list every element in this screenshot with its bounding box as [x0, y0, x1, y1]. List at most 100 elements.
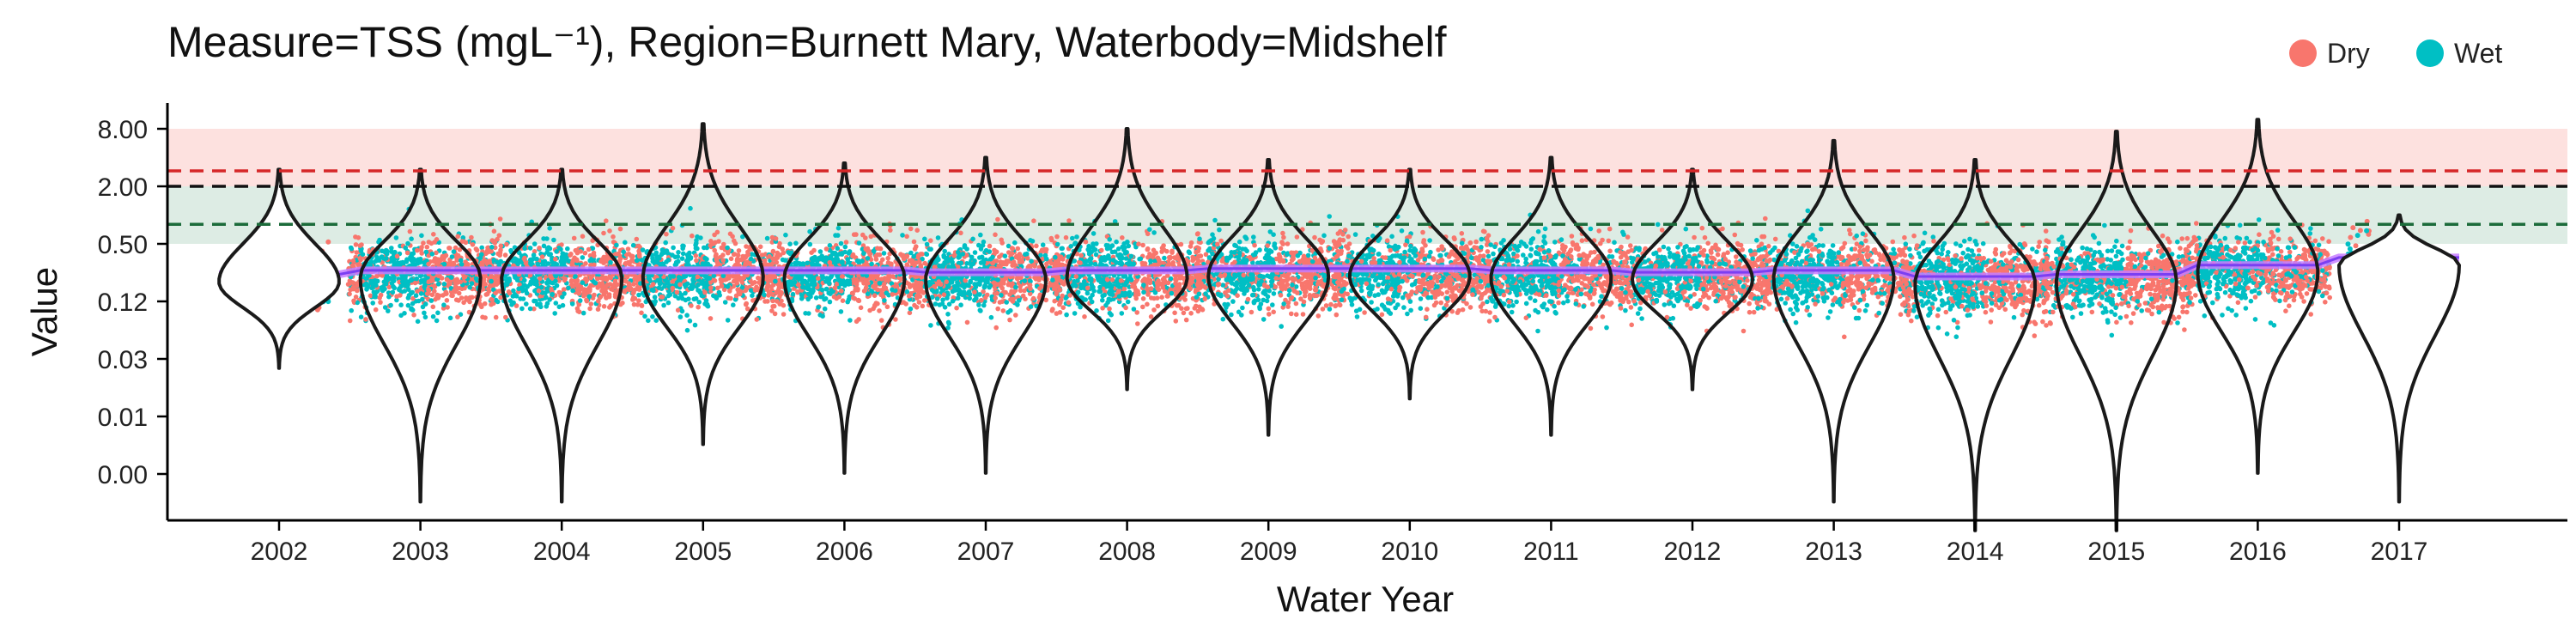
data-point [739, 280, 745, 285]
data-point [661, 302, 666, 308]
data-point [507, 290, 513, 296]
data-point [561, 287, 567, 292]
data-point [415, 247, 420, 253]
data-point [938, 282, 944, 288]
data-point [1066, 218, 1072, 223]
data-point [822, 306, 828, 312]
data-point [838, 240, 844, 246]
data-point [603, 275, 609, 281]
data-point [690, 233, 695, 239]
data-point [636, 252, 642, 258]
data-point [394, 297, 399, 303]
data-point [688, 256, 693, 261]
data-point [1010, 251, 1015, 257]
data-point [1145, 246, 1151, 252]
data-point [456, 290, 462, 296]
data-point [1059, 297, 1064, 303]
data-point [713, 253, 719, 259]
data-point [357, 243, 363, 248]
data-point [592, 292, 597, 298]
data-point [973, 284, 979, 290]
data-point [595, 307, 601, 313]
data-point [573, 283, 579, 288]
data-point [490, 239, 496, 244]
data-point [605, 282, 611, 288]
data-point [406, 293, 412, 298]
data-point [679, 308, 685, 314]
data-point [999, 293, 1004, 298]
data-point [991, 280, 997, 286]
data-point [809, 250, 814, 256]
data-point [830, 251, 835, 257]
data-point [702, 255, 708, 261]
data-point [854, 258, 860, 264]
data-point [434, 318, 440, 324]
data-point [927, 246, 933, 252]
data-point [409, 277, 414, 283]
data-point [898, 252, 903, 258]
data-point [348, 287, 353, 293]
data-point [460, 235, 466, 240]
data-point [390, 289, 396, 295]
data-point [504, 241, 509, 247]
data-point [1054, 241, 1060, 247]
data-point [649, 287, 655, 293]
data-point [958, 302, 963, 308]
data-point [1137, 256, 1142, 262]
data-point [574, 306, 580, 312]
data-point [603, 287, 608, 293]
data-point [1018, 288, 1024, 294]
data-point [1002, 253, 1008, 259]
data-point [958, 230, 963, 236]
data-point [639, 302, 644, 308]
data-point [725, 245, 730, 251]
data-point [444, 298, 450, 303]
data-point [363, 281, 369, 287]
data-point [447, 246, 453, 251]
data-point [922, 260, 927, 266]
data-point [601, 304, 607, 309]
data-point [748, 288, 754, 294]
data-point [409, 236, 414, 242]
data-point [553, 273, 559, 279]
data-point [995, 306, 1000, 312]
data-point [945, 258, 950, 264]
data-point [725, 284, 731, 289]
data-point [376, 258, 382, 264]
data-point [731, 302, 736, 308]
data-point [573, 274, 578, 279]
data-point [951, 288, 957, 293]
data-point [839, 289, 844, 294]
data-point [872, 293, 878, 299]
data-point [355, 300, 361, 306]
data-point [976, 242, 981, 248]
data-point [580, 234, 586, 240]
data-point [799, 293, 805, 298]
data-point [473, 276, 479, 282]
data-point [858, 305, 864, 311]
data-point [634, 236, 640, 242]
data-point [354, 250, 360, 255]
data-point [497, 252, 502, 258]
data-point [650, 256, 655, 261]
data-point [576, 291, 582, 296]
data-point [389, 246, 394, 251]
data-point [969, 254, 975, 260]
data-point [863, 246, 868, 252]
data-point [473, 246, 479, 252]
data-point [990, 254, 995, 260]
data-point [880, 287, 886, 293]
data-point [469, 281, 475, 286]
data-point [670, 225, 676, 231]
data-point [904, 289, 910, 295]
data-point [522, 277, 527, 283]
data-point [827, 299, 833, 305]
data-point [553, 301, 559, 306]
data-point [944, 279, 949, 285]
data-point [424, 291, 430, 296]
data-point [497, 216, 503, 222]
data-point [435, 282, 441, 287]
data-point [546, 245, 551, 251]
data-point [660, 261, 666, 267]
data-point [786, 250, 791, 255]
